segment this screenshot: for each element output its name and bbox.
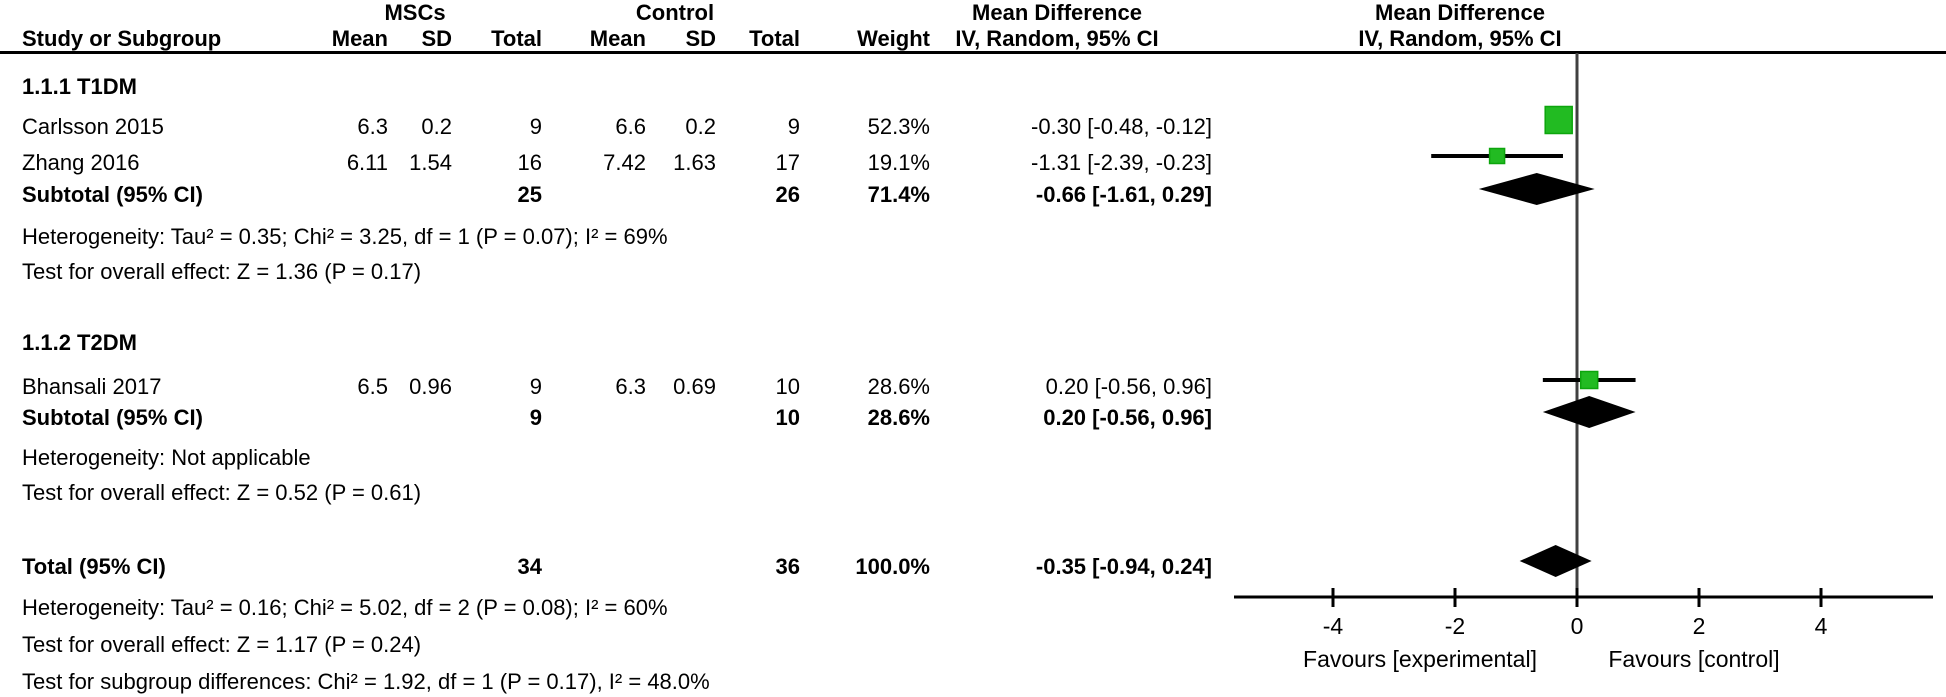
mean2-column-header: Mean <box>589 26 646 51</box>
subtotal-label-t2dm: Subtotal (95% CI) <box>22 405 203 430</box>
study-weight-carlsson: 52.3% <box>867 114 930 139</box>
footnote-t1dm-1: Test for overall effect: Z = 1.36 (P = 0… <box>22 259 422 284</box>
subtotal-total1-t2dm: 9 <box>529 405 542 430</box>
total-total1: 34 <box>517 554 542 579</box>
x-axis-tick-label-2: 2 <box>1693 613 1706 639</box>
effect-column-subtitle: IV, Random, 95% CI <box>955 26 1159 51</box>
subtotal-weight-t1dm: 71.4% <box>867 182 930 207</box>
total-weight: 100.0% <box>855 554 930 579</box>
study-weight-bhansali: 28.6% <box>867 374 930 399</box>
study-sd1-zhang: 1.54 <box>409 150 452 175</box>
mean1-column-header: Mean <box>331 26 388 51</box>
group-header-control: Control <box>635 0 715 25</box>
subtotal-ci-t2dm: 0.20 [-0.56, 0.96] <box>1043 405 1212 430</box>
x-axis-tick-label--4: -4 <box>1323 613 1344 639</box>
study-mean2-carlsson: 6.6 <box>615 114 646 139</box>
sd1-column-header: SD <box>421 26 452 51</box>
x-axis-tick-label--2: -2 <box>1445 613 1465 639</box>
x-axis-tick-label-4: 4 <box>1815 613 1828 639</box>
study-total1-bhansali: 9 <box>529 374 542 399</box>
subtotal-total2-t2dm: 10 <box>775 405 800 430</box>
study-total2-carlsson: 9 <box>787 114 800 139</box>
group-header-experimental: MSCs <box>384 0 446 25</box>
study-sd2-bhansali: 0.69 <box>673 374 716 399</box>
header-underline <box>0 51 1946 54</box>
subtotal-total2-t1dm: 26 <box>775 182 800 207</box>
subtotal-total1-t1dm: 25 <box>517 182 542 207</box>
subtotal-label-t1dm: Subtotal (95% CI) <box>22 182 203 207</box>
study-name-carlsson: Carlsson 2015 <box>22 114 164 139</box>
footnote-total-0: Heterogeneity: Tau² = 0.16; Chi² = 5.02,… <box>22 595 668 620</box>
study-sd1-carlsson: 0.2 <box>421 114 452 139</box>
footnote-t2dm-1: Test for overall effect: Z = 0.52 (P = 0… <box>22 480 422 505</box>
study-total1-carlsson: 9 <box>529 114 542 139</box>
favours-experimental-label: Favours [experimental] <box>1303 646 1537 672</box>
study-total1-zhang: 16 <box>517 150 542 175</box>
study-ci-zhang: -1.31 [-2.39, -0.23] <box>1031 150 1212 175</box>
study-ci-carlsson: -0.30 [-0.48, -0.12] <box>1031 114 1212 139</box>
study-sd2-zhang: 1.63 <box>673 150 716 175</box>
x-axis-tick-label-0: 0 <box>1571 613 1584 639</box>
subgroup-label-t2dm: 1.1.2 T2DM <box>22 330 137 355</box>
study-column-header: Study or Subgroup <box>22 26 222 51</box>
total2-column-header: Total <box>749 26 800 51</box>
point-estimate-square-zhang <box>1488 147 1506 165</box>
point-estimate-square-bhansali <box>1579 370 1599 390</box>
footnote-t1dm-0: Heterogeneity: Tau² = 0.35; Chi² = 3.25,… <box>22 224 668 249</box>
study-mean1-carlsson: 6.3 <box>357 114 388 139</box>
study-total2-bhansali: 10 <box>775 374 800 399</box>
subtotal-ci-t1dm: -0.66 [-1.61, 0.29] <box>1035 182 1212 207</box>
total1-column-header: Total <box>491 26 542 51</box>
study-weight-zhang: 19.1% <box>867 150 930 175</box>
point-estimate-square-carlsson <box>1544 105 1573 135</box>
study-mean2-bhansali: 6.3 <box>615 374 646 399</box>
plot-column-subtitle: IV, Random, 95% CI <box>1358 26 1562 51</box>
subtotal-weight-t2dm: 28.6% <box>867 405 930 430</box>
study-name-zhang: Zhang 2016 <box>22 150 140 175</box>
effect-column-title: Mean Difference <box>972 0 1142 25</box>
footnote-t2dm-0: Heterogeneity: Not applicable <box>22 445 311 470</box>
study-sd2-carlsson: 0.2 <box>685 114 716 139</box>
subtotal-diamond-t1dm <box>1478 173 1595 205</box>
study-mean2-zhang: 7.42 <box>603 150 646 175</box>
footnote-total-1: Test for overall effect: Z = 1.17 (P = 0… <box>22 632 422 657</box>
sd2-column-header: SD <box>685 26 716 51</box>
subgroup-label-t1dm: 1.1.1 T1DM <box>22 74 137 99</box>
study-mean1-zhang: 6.11 <box>346 150 388 175</box>
total-total2: 36 <box>775 554 800 579</box>
study-mean1-bhansali: 6.5 <box>357 374 388 399</box>
study-ci-bhansali: 0.20 [-0.56, 0.96] <box>1045 374 1212 399</box>
plot-column-title: Mean Difference <box>1375 0 1545 25</box>
weight-column-header: Weight <box>857 26 930 51</box>
study-sd1-bhansali: 0.96 <box>409 374 452 399</box>
total-diamond <box>1519 545 1592 577</box>
favours-control-label: Favours [control] <box>1608 646 1779 672</box>
subtotal-diamond-t2dm <box>1542 396 1636 428</box>
study-name-bhansali: Bhansali 2017 <box>22 374 162 399</box>
footnote-total-2: Test for subgroup differences: Chi² = 1.… <box>22 669 710 694</box>
total-label: Total (95% CI) <box>22 554 166 579</box>
total-ci: -0.35 [-0.94, 0.24] <box>1035 554 1212 579</box>
study-total2-zhang: 17 <box>775 150 800 175</box>
